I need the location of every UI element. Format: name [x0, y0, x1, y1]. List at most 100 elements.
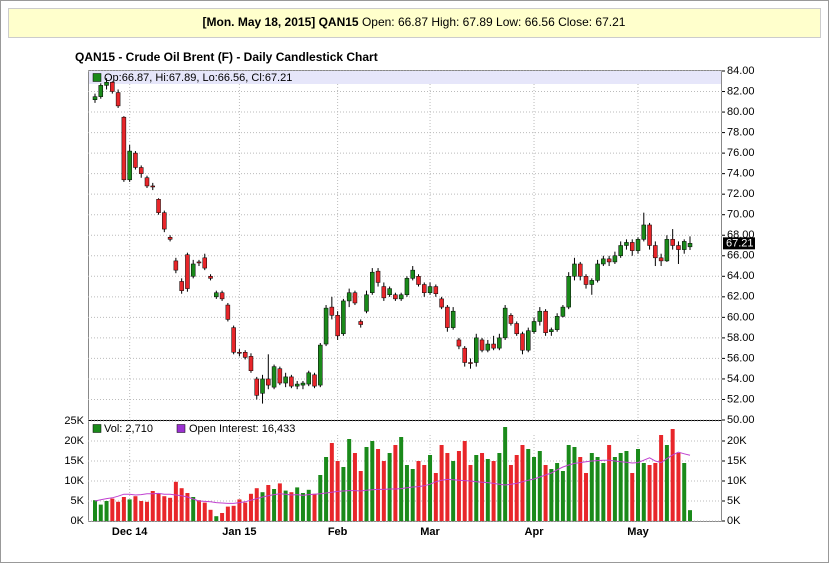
- volume-bar: [537, 451, 542, 521]
- volume-bar: [295, 487, 300, 521]
- candle-body: [381, 286, 387, 299]
- candle-body: [398, 294, 404, 300]
- candle-body: [150, 185, 156, 188]
- chart-title: QAN15 - Crude Oil Brent (F) - Daily Cand…: [75, 50, 378, 64]
- volume-bar: [266, 485, 271, 521]
- volume-bar: [560, 471, 565, 521]
- ohlc-legend: Op:66.87, Hi:67.89, Lo:66.56, Cl:67.21: [104, 72, 292, 84]
- volume-bar: [312, 493, 317, 521]
- volume-bar: [682, 463, 687, 521]
- volume-bar: [520, 445, 525, 521]
- y2-tick-label: 20K: [727, 435, 747, 447]
- x-tick-label: Apr: [525, 526, 545, 538]
- y-tick-label: 74.00: [727, 168, 755, 180]
- volume-bar: [474, 455, 479, 521]
- candle-body: [323, 307, 329, 345]
- legend-swatch: [176, 424, 186, 433]
- candle-body: [133, 152, 138, 168]
- volume-bar: [318, 475, 323, 521]
- candle-body: [491, 343, 496, 349]
- candle-body: [289, 376, 294, 387]
- candle-body: [185, 254, 190, 289]
- volume-bar: [329, 443, 334, 521]
- oi-line: [94, 451, 691, 504]
- candle-body: [387, 288, 392, 296]
- y-tick-label: 56.00: [727, 352, 755, 364]
- candle-body: [104, 82, 109, 86]
- candle-body: [254, 378, 259, 396]
- candle-body: [474, 337, 479, 363]
- y-tick-label: 10K: [64, 475, 84, 487]
- volume-bar: [612, 457, 617, 521]
- candle-body: [577, 263, 583, 277]
- y-tick-label: 58.00: [727, 332, 755, 344]
- candle-body: [537, 310, 543, 322]
- y-tick-label: 50.00: [727, 414, 755, 426]
- candle-body: [497, 337, 502, 349]
- volume-bar: [624, 451, 629, 521]
- y-tick-label: 60.00: [727, 311, 755, 323]
- candle-body: [641, 224, 647, 240]
- volume-bar: [532, 457, 537, 521]
- y2-tick-label: 5K: [727, 495, 741, 507]
- candle-body: [416, 276, 421, 285]
- volume-bar: [225, 506, 230, 521]
- legend-swatch: [92, 424, 102, 433]
- volume-bar: [104, 501, 109, 521]
- candle-body: [676, 245, 681, 250]
- volume-bar: [254, 488, 259, 521]
- volume-bar: [248, 493, 253, 521]
- candle-body: [98, 85, 104, 97]
- x-tick-label: Dec 14: [112, 526, 148, 538]
- volume-bar: [584, 473, 589, 521]
- candle-body: [92, 96, 98, 100]
- volume-bar: [352, 453, 357, 521]
- candle-body: [393, 294, 398, 300]
- volume-bar: [220, 513, 225, 521]
- volume-bar: [456, 451, 461, 521]
- volume-bar: [381, 461, 386, 521]
- volume-bar: [121, 497, 126, 521]
- candle-body: [468, 362, 473, 364]
- volume-bar: [480, 453, 485, 521]
- candle-body: [300, 382, 306, 386]
- candle-body: [433, 286, 439, 294]
- volume-bar: [653, 463, 658, 521]
- volume-bar: [572, 447, 577, 521]
- volume-bar: [196, 500, 201, 521]
- candle-body: [312, 374, 317, 387]
- volume-bar: [277, 483, 282, 521]
- volume-bar: [578, 457, 583, 521]
- candle-body: [242, 352, 248, 358]
- candle-body: [364, 294, 369, 312]
- candle-body: [121, 116, 127, 181]
- candle-body: [271, 366, 277, 388]
- y-tick-label: 25K: [64, 415, 84, 427]
- volume-bar: [508, 465, 513, 521]
- volume-bar: [98, 504, 103, 521]
- volume-bar: [393, 445, 398, 521]
- volume-legend: Vol: 2,710: [104, 423, 153, 435]
- volume-bar: [428, 455, 433, 521]
- price-tag: [723, 237, 755, 250]
- candle-body: [508, 315, 514, 324]
- candle-body: [422, 284, 427, 293]
- candle-body: [358, 321, 363, 325]
- x-tick-label: Feb: [328, 526, 348, 538]
- volume-bar: [468, 465, 473, 521]
- candle-body: [653, 245, 658, 259]
- candle-body: [554, 316, 560, 330]
- volume-bar: [404, 465, 409, 521]
- volume-bar: [630, 473, 635, 521]
- volume-bar: [272, 489, 277, 521]
- volume-bar: [162, 496, 167, 521]
- candle-body: [375, 270, 381, 283]
- candle-body: [635, 239, 641, 251]
- oi-legend: Open Interest: 16,433: [189, 423, 295, 435]
- candle-body: [248, 356, 254, 371]
- y2-tick-label: 10K: [727, 475, 747, 487]
- volume-bar: [156, 493, 161, 521]
- volume-bar: [243, 502, 248, 521]
- volume-bar: [676, 453, 681, 521]
